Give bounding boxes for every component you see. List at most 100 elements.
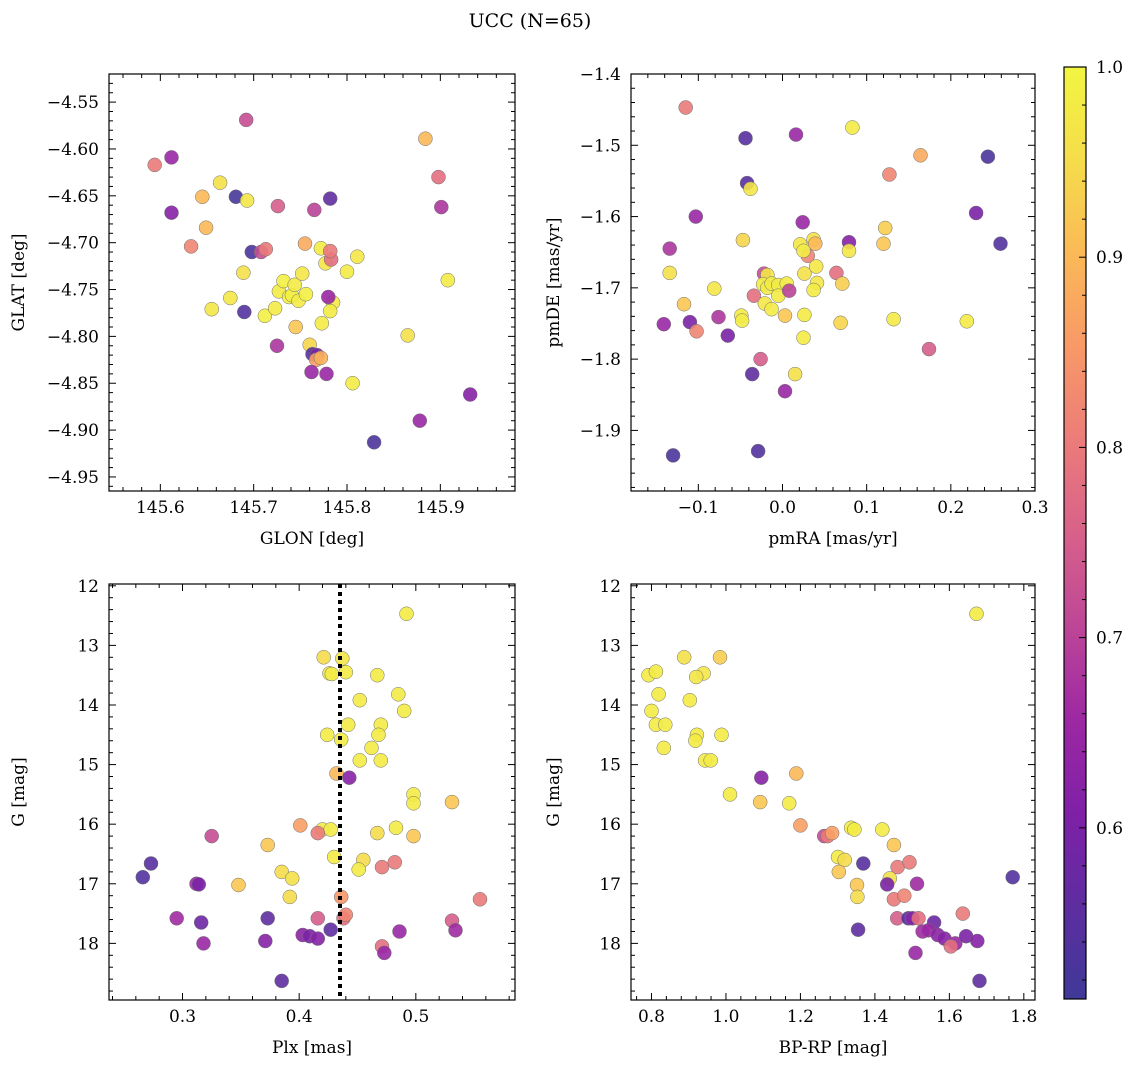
data-point — [198, 220, 214, 235]
data-point — [845, 120, 860, 135]
data-point — [212, 175, 228, 190]
data-point — [406, 828, 421, 844]
data-point — [257, 308, 273, 324]
data-point — [323, 822, 338, 837]
data-point — [682, 692, 698, 708]
y-axis-label: G [mag] — [544, 757, 564, 826]
data-point — [651, 687, 666, 702]
y-tick-label: −1.4 — [580, 65, 621, 85]
y-tick-label: 17 — [599, 875, 621, 895]
y-tick-label: −4.65 — [47, 187, 99, 207]
data-point — [239, 193, 255, 208]
data-point — [711, 309, 726, 325]
data-point — [342, 770, 357, 785]
data-point — [472, 892, 488, 907]
data-point — [370, 667, 385, 683]
data-point — [797, 307, 812, 323]
data-point — [267, 301, 283, 316]
data-point — [752, 794, 768, 810]
data-point — [392, 924, 407, 939]
data-point — [258, 933, 273, 949]
data-point — [371, 727, 386, 743]
data-point — [993, 236, 1008, 251]
data-point — [875, 822, 890, 837]
data-point — [294, 266, 310, 281]
x-tick-label: 1.0 — [712, 1007, 739, 1027]
y-tick-label: −4.95 — [47, 468, 99, 488]
data-point — [921, 341, 937, 357]
y-tick-label: −4.70 — [47, 234, 99, 254]
data-point — [662, 241, 677, 256]
colorbar-gradient — [1064, 67, 1086, 999]
y-tick-label: 12 — [599, 577, 621, 597]
data-point — [955, 906, 971, 921]
x-tick-label: 145.9 — [416, 498, 465, 518]
x-tick-label: 0.3 — [169, 1007, 196, 1027]
data-point — [688, 733, 703, 748]
data-point — [796, 243, 811, 259]
data-point — [970, 933, 985, 949]
data-point — [972, 973, 987, 989]
x-tick-label: 1.6 — [936, 1007, 963, 1027]
colorbar-tick-label: 0.6 — [1096, 819, 1123, 839]
colorbar-frame — [1063, 66, 1087, 1000]
data-point — [777, 308, 793, 323]
data-point — [352, 692, 368, 708]
data-point — [321, 289, 336, 305]
data-point — [969, 606, 984, 622]
data-point — [310, 911, 326, 926]
x-tick-label: 0.0 — [769, 498, 796, 518]
data-point — [319, 366, 334, 382]
data-point — [388, 820, 404, 836]
points — [135, 606, 488, 989]
data-point — [980, 149, 996, 164]
axes-frame — [108, 73, 516, 492]
data-point — [788, 127, 804, 142]
data-point — [287, 277, 302, 293]
data-point — [722, 787, 738, 802]
y-tick-label: −4.75 — [47, 281, 99, 301]
x-axis-label: GLON [deg] — [260, 529, 364, 549]
data-point — [943, 939, 959, 954]
colorbar: 0.6 0.7 0.8 0.9 1.0 — [1063, 58, 1123, 1000]
data-point — [707, 281, 722, 296]
data-point — [310, 825, 326, 841]
y-tick-label: −4.80 — [47, 327, 99, 347]
y-tick-label: 14 — [599, 696, 621, 716]
data-point — [237, 304, 252, 320]
data-point — [777, 383, 793, 399]
data-point — [746, 288, 762, 303]
y-tick-label: 15 — [599, 756, 621, 776]
data-point — [274, 864, 289, 880]
data-point — [908, 945, 923, 961]
data-point — [418, 131, 433, 146]
data-point — [387, 855, 403, 870]
data-point — [284, 871, 300, 886]
data-point — [448, 923, 463, 938]
y-axis-label: G [mag] — [9, 757, 29, 826]
data-point — [377, 945, 392, 961]
y-tick-label: 17 — [77, 875, 99, 895]
x-tick-label: 1.8 — [1010, 1007, 1037, 1027]
data-point — [764, 301, 779, 317]
y-tick-label: 18 — [599, 934, 621, 954]
data-point — [269, 338, 285, 354]
data-point — [781, 796, 797, 811]
data-point — [322, 191, 338, 206]
x-tick-label: 145.7 — [229, 498, 278, 518]
data-point — [676, 296, 692, 312]
panel-4: 0.8 1.0 1.2 1.4 1.6 1.8 12 13 14 15 16 17 18 BP-RP [m… — [544, 577, 1037, 1058]
data-point — [856, 856, 871, 871]
y-tick-label: 12 — [77, 577, 99, 597]
data-point — [183, 239, 199, 254]
data-point — [665, 448, 681, 463]
data-point — [847, 822, 862, 837]
data-point — [196, 936, 211, 951]
data-point — [373, 753, 389, 768]
data-point — [831, 864, 847, 880]
y-tick-label: −1.6 — [580, 208, 621, 228]
data-point — [648, 664, 664, 679]
data-point — [796, 330, 811, 345]
y-tick-label: −1.5 — [580, 136, 621, 156]
x-tick-label: 0.8 — [638, 1007, 665, 1027]
